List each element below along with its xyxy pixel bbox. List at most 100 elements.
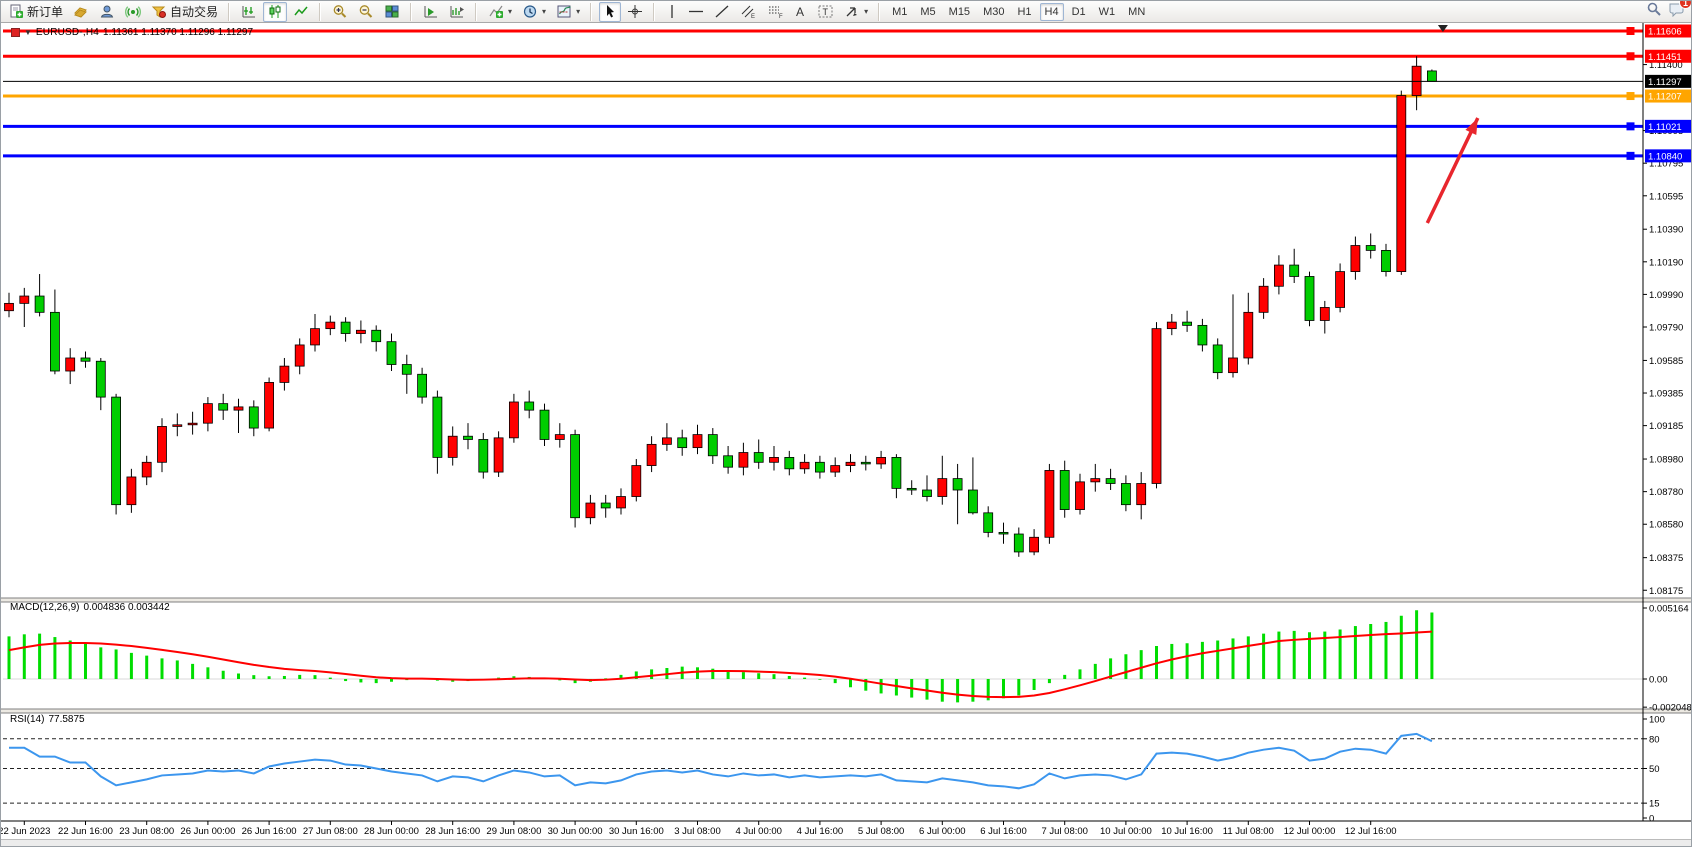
time-tick-label: 12 Jul 00:00 <box>1284 826 1336 837</box>
candle-body <box>983 512 994 533</box>
signals-button[interactable] <box>121 2 145 22</box>
price-label-badge <box>1645 49 1691 63</box>
horizontal-line-button[interactable] <box>684 2 708 22</box>
pane-separator[interactable] <box>1 598 1692 602</box>
notifications-button[interactable]: 1 <box>1668 1 1691 22</box>
timeframe-m5[interactable]: M5 <box>920 5 936 18</box>
candle-body <box>1335 271 1345 308</box>
search-icon[interactable] <box>1646 1 1662 22</box>
fibonacci-button[interactable]: F <box>763 2 788 22</box>
hline-handle[interactable] <box>1626 151 1635 160</box>
price-label-text: 1.11207 <box>1648 92 1682 103</box>
price-tick-label: 1.11400 <box>1649 60 1683 71</box>
candle-body <box>340 321 351 334</box>
line-chart-icon <box>293 4 309 19</box>
time-tick-label: 30 Jun 16:00 <box>609 826 664 837</box>
text-button[interactable]: A <box>790 2 811 22</box>
candlestick-chart-type-button[interactable] <box>263 1 288 22</box>
templates-button[interactable]: ▾ <box>552 2 584 22</box>
candle-body <box>1350 245 1361 272</box>
rsi-tick-label: 0 <box>1649 814 1654 825</box>
new-chart-button[interactable] <box>419 2 443 22</box>
candle-body <box>830 465 841 473</box>
new-order-button[interactable]: 新订单 <box>5 2 67 22</box>
candle-body <box>50 311 60 372</box>
candle-body <box>1427 70 1437 82</box>
hline-handle[interactable] <box>1626 27 1635 35</box>
candle-body <box>616 496 626 509</box>
candle-body <box>417 373 428 398</box>
hline-handle[interactable] <box>1626 52 1635 61</box>
candle-body <box>570 434 580 519</box>
bar-chart-type-button[interactable] <box>237 2 261 22</box>
price-tick-label: 1.08175 <box>1649 586 1683 597</box>
candle-body <box>1365 245 1376 251</box>
candle-body <box>952 478 963 491</box>
timeframe-m15[interactable]: M15 <box>948 5 971 18</box>
candle-body <box>1319 307 1330 321</box>
price-label-text: 1.10840 <box>1648 151 1682 162</box>
arrows-icon <box>844 4 860 19</box>
hline-handle[interactable] <box>1626 92 1635 101</box>
toolbar-separator <box>651 2 659 21</box>
candle-body <box>19 295 30 304</box>
timeframe-h1[interactable]: H1 <box>1017 5 1032 18</box>
macd-name: MACD(12,26,9) <box>10 602 80 613</box>
chart-list-button[interactable] <box>445 2 469 22</box>
time-tick-label: 4 Jul 16:00 <box>797 826 843 837</box>
time-tick-label: 6 Jul 16:00 <box>980 826 1026 837</box>
time-tick-label: 22 Jun 2023 <box>1 826 50 837</box>
annotation-arrow[interactable] <box>1425 117 1480 224</box>
notification-badge: 1 <box>1679 1 1691 9</box>
chevron-down-icon: ▾ <box>864 7 869 16</box>
zoom-in-button[interactable] <box>328 2 352 22</box>
candle-body <box>937 478 948 497</box>
rsi-label: RSI(14) 77.5875 <box>10 714 85 725</box>
zoom-out-button[interactable] <box>354 2 378 22</box>
profile-button[interactable] <box>95 2 119 22</box>
candle-body <box>1013 533 1024 553</box>
cursor-button[interactable] <box>599 1 622 22</box>
autotrading-button[interactable]: 自动交易 <box>147 2 222 22</box>
line-chart-type-button[interactable] <box>289 2 313 22</box>
annotation-arrow-head[interactable] <box>1465 118 1478 136</box>
time-tick-label: 6 Jul 00:00 <box>919 826 965 837</box>
toolbar-separator <box>408 2 416 21</box>
candle-body <box>1228 357 1238 374</box>
pane-separator[interactable] <box>1 709 1692 713</box>
tick-chart-icon <box>73 4 89 19</box>
candlestick-chart-icon <box>267 4 283 19</box>
timeframe-d1[interactable]: D1 <box>1071 5 1086 18</box>
candle-body <box>172 424 183 427</box>
channel-button[interactable]: E <box>736 2 761 22</box>
trendline-button[interactable] <box>710 2 734 22</box>
candle-body <box>1044 470 1055 538</box>
arrows-button[interactable]: ▾ <box>840 2 872 22</box>
candle-body <box>1105 478 1116 484</box>
indicators-button[interactable]: ▾ <box>484 2 516 22</box>
indicators-icon <box>488 4 504 19</box>
vertical-line-button[interactable] <box>662 2 682 22</box>
chart-title-bar[interactable]: ▼ EURUSD-,H4 1.11361 1.11370 1.11296 1.1… <box>11 27 253 38</box>
horizontal-line-icon <box>688 4 704 19</box>
timeframe-m30[interactable]: M30 <box>983 5 1005 18</box>
tick-chart-button[interactable] <box>69 2 93 22</box>
candle-body <box>218 403 229 411</box>
candle-body <box>34 295 45 313</box>
chevron-down-icon: ▾ <box>542 7 547 16</box>
crosshair-button[interactable] <box>623 2 647 22</box>
timeframe-mn[interactable]: MN <box>1128 5 1146 18</box>
candle-body <box>310 328 320 346</box>
candle-body <box>524 401 535 411</box>
chart-shift-marker[interactable] <box>1437 25 1448 32</box>
periods-button[interactable]: ▾ <box>518 2 550 22</box>
timeframe-h4[interactable]: H4 <box>1039 2 1064 21</box>
text-label-button[interactable]: T <box>813 2 838 22</box>
timeframe-m1[interactable]: M1 <box>892 5 908 18</box>
price-tick-label: 1.08580 <box>1649 520 1683 531</box>
tile-windows-button[interactable] <box>380 2 404 22</box>
hline-handle[interactable] <box>1626 122 1635 131</box>
timeframe-w1[interactable]: W1 <box>1098 5 1116 18</box>
time-tick-label: 12 Jul 16:00 <box>1345 826 1397 837</box>
candle-body <box>401 364 412 375</box>
